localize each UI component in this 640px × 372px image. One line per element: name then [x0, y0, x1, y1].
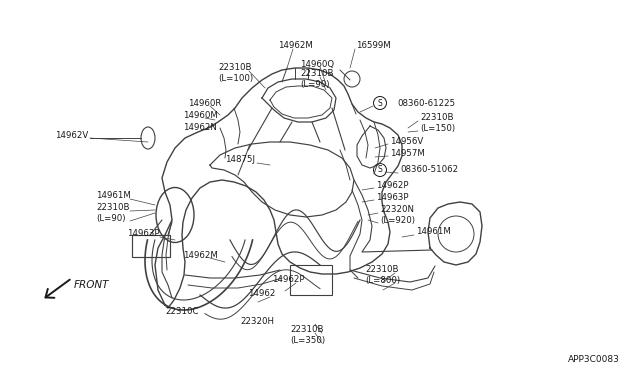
Text: (L=90): (L=90) [300, 80, 330, 89]
Text: S: S [378, 166, 382, 174]
Text: 14957M: 14957M [390, 148, 425, 157]
Text: 22310C: 22310C [165, 307, 198, 315]
Text: (L=350): (L=350) [290, 336, 325, 344]
Text: FRONT: FRONT [74, 280, 109, 290]
Text: (L=800): (L=800) [365, 276, 400, 285]
Text: (L=100): (L=100) [218, 74, 253, 83]
Text: S: S [378, 99, 382, 108]
Text: 14961M: 14961M [96, 192, 131, 201]
Text: 14960R: 14960R [188, 99, 221, 108]
Text: 22310B: 22310B [96, 203, 129, 212]
Text: 22310B: 22310B [218, 64, 252, 73]
Text: 14962N: 14962N [183, 122, 217, 131]
Text: 08360-51062: 08360-51062 [400, 166, 458, 174]
Text: 08360-61225: 08360-61225 [397, 99, 455, 108]
Text: 14962M: 14962M [278, 42, 313, 51]
Text: (L=920): (L=920) [380, 215, 415, 224]
Text: 22320H: 22320H [240, 317, 274, 326]
Text: 14960M: 14960M [183, 110, 218, 119]
Text: 14960Q: 14960Q [300, 60, 334, 68]
Text: 22320N: 22320N [380, 205, 414, 215]
Text: 14962P: 14962P [272, 276, 305, 285]
Text: APP3C0083: APP3C0083 [568, 356, 620, 365]
Text: 14875J: 14875J [225, 155, 255, 164]
Text: 14962M: 14962M [183, 250, 218, 260]
Text: 14962: 14962 [248, 289, 275, 298]
Text: 14963P: 14963P [376, 192, 408, 202]
Text: 14961M: 14961M [416, 228, 451, 237]
Text: 14962P: 14962P [376, 180, 408, 189]
Text: 14956V: 14956V [390, 137, 423, 145]
Text: 16599M: 16599M [356, 42, 391, 51]
Text: (L=150): (L=150) [420, 124, 455, 132]
Text: 14962V: 14962V [55, 131, 88, 140]
Text: 22310B: 22310B [290, 326, 323, 334]
Text: 22310B: 22310B [420, 113, 454, 122]
Text: (L=90): (L=90) [96, 214, 125, 222]
Text: 14963P: 14963P [127, 230, 159, 238]
Text: 22310B: 22310B [300, 70, 333, 78]
Text: 22310B: 22310B [365, 266, 399, 275]
